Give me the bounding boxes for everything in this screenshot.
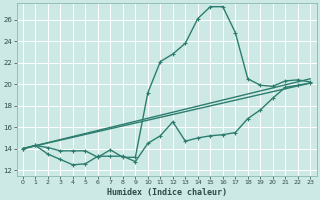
- X-axis label: Humidex (Indice chaleur): Humidex (Indice chaleur): [107, 188, 227, 197]
